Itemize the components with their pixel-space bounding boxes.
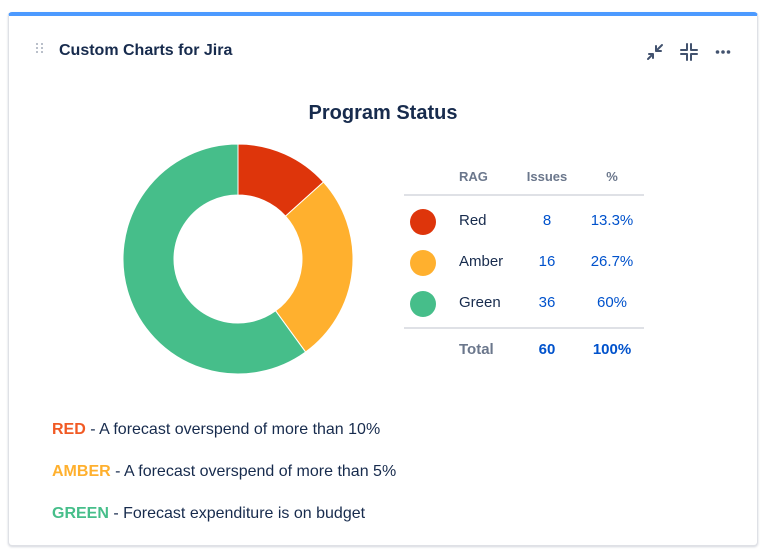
legend-description: - A forecast overspend of more than 10%	[85, 421, 381, 438]
row-percent[interactable]: 26.7%	[590, 253, 634, 270]
row-issues-count[interactable]: 8	[542, 212, 552, 229]
row-percent[interactable]: 60%	[596, 294, 628, 311]
legend-description: - Forecast expenditure is on budget	[108, 505, 366, 522]
header-rag: RAG	[459, 169, 488, 184]
donut-slice-amber[interactable]	[274, 181, 354, 353]
legend-line-amber: AMBER - A forecast overspend of more tha…	[52, 460, 396, 502]
legend-dot-red	[410, 209, 436, 235]
gadget-title: Custom Charts for Jira	[59, 42, 233, 59]
total-percent[interactable]: 100%	[592, 341, 632, 358]
row-label: Red	[459, 212, 487, 229]
legend-line-green: GREEN - Forecast expenditure is on budge…	[52, 502, 396, 544]
rag-table: RAG Issues % Red 8 13.3% Amber 16 26.7% Green 3…	[404, 166, 644, 371]
rag-legend: RED - A forecast overspend of more than …	[52, 418, 396, 544]
row-label: Amber	[459, 253, 504, 270]
table-total-row: Total 60 100%	[404, 327, 644, 371]
legend-line-red: RED - A forecast overspend of more than …	[52, 418, 396, 460]
collapse-icon[interactable]	[679, 42, 699, 62]
legend-keyword: RED	[52, 421, 86, 438]
table-row-green: Green 36 60%	[404, 282, 644, 323]
donut-slice-green[interactable]	[122, 143, 307, 375]
table-row-amber: Amber 16 26.7%	[404, 241, 644, 282]
header-percent: %	[606, 169, 618, 184]
donut-chart	[122, 143, 354, 375]
table-row-red: Red 8 13.3%	[404, 200, 644, 241]
row-issues-count[interactable]: 36	[538, 294, 556, 311]
row-label: Green	[459, 294, 501, 311]
total-label: Total	[459, 341, 494, 358]
legend-dot-amber	[410, 250, 436, 276]
minimize-arrows-icon[interactable]	[645, 42, 665, 62]
drag-handle-icon[interactable]	[36, 43, 44, 53]
gadget-panel: Custom Charts for Jira Program Status RA…	[8, 12, 758, 546]
row-issues-count[interactable]: 16	[538, 253, 556, 270]
table-header-row: RAG Issues %	[404, 166, 644, 196]
gadget-header: Custom Charts for Jira	[9, 16, 757, 62]
legend-dot-green	[410, 291, 436, 317]
total-issues[interactable]: 60	[538, 341, 556, 358]
legend-keyword: GREEN	[52, 505, 109, 522]
header-issues: Issues	[526, 169, 568, 184]
more-icon[interactable]	[713, 42, 733, 62]
legend-description: - A forecast overspend of more than 5%	[110, 463, 397, 480]
row-percent[interactable]: 13.3%	[590, 212, 634, 229]
legend-keyword: AMBER	[52, 463, 111, 480]
chart-title: Program Status	[308, 102, 458, 124]
